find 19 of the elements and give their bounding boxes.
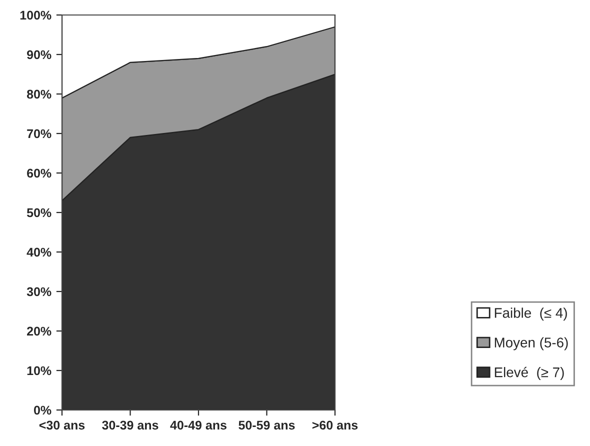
legend-label: Moyen (5-6) bbox=[494, 337, 568, 350]
x-tick-label: 40-49 ans bbox=[170, 420, 226, 430]
y-tick-label: 80% bbox=[26, 90, 52, 99]
y-tick-label: 20% bbox=[27, 326, 52, 336]
x-tick-label: 50-59 ans bbox=[238, 420, 295, 430]
x-tick-label: >60 ans bbox=[312, 420, 358, 430]
y-tick-label: 40% bbox=[26, 248, 52, 257]
x-tick-label: 30-39 ans bbox=[102, 420, 158, 430]
x-tick-label: <30 ans bbox=[39, 420, 85, 430]
y-tick-label: 100% bbox=[20, 10, 52, 20]
y-tick-label: 90% bbox=[27, 50, 52, 60]
y-tick-label: 10% bbox=[27, 366, 52, 376]
legend-label: Faible (≤ 4) bbox=[494, 308, 567, 321]
y-tick-label: 70% bbox=[27, 129, 52, 138]
y-tick-label: 50% bbox=[26, 208, 52, 218]
y-tick-label: 30% bbox=[26, 287, 52, 296]
y-tick-label: 60% bbox=[27, 168, 52, 178]
legend-label: Elevé (≥ 7) bbox=[494, 366, 564, 380]
y-tick-label: 0% bbox=[34, 406, 52, 415]
